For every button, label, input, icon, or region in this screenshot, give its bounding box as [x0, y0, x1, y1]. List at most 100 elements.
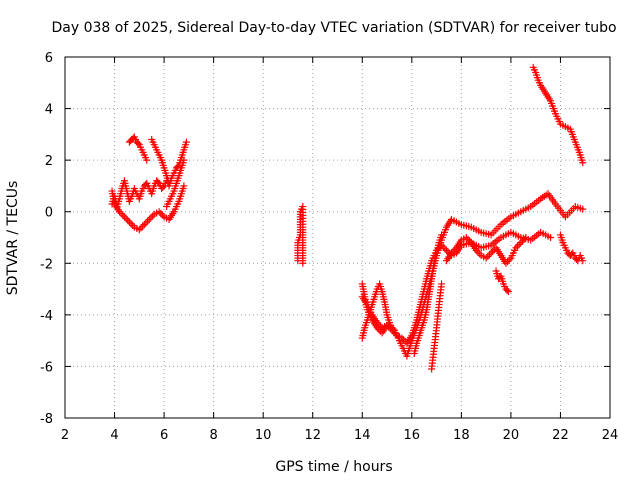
data-point: [487, 249, 495, 257]
y-axis-label: SDTVAR / TECUs: [5, 181, 21, 296]
data-point: [180, 156, 188, 164]
data-point: [579, 205, 587, 213]
data-point: [438, 231, 446, 239]
data-point: [116, 208, 123, 216]
data-point: [174, 163, 182, 171]
x-tick-label: 6: [160, 428, 168, 443]
data-point: [474, 248, 482, 256]
data-point: [390, 328, 398, 336]
x-tick-label: 12: [304, 428, 321, 443]
data-point: [127, 220, 135, 228]
data-point: [299, 259, 307, 267]
data-point: [142, 219, 150, 227]
x-tick-label: 4: [110, 428, 118, 443]
series-track-evening-g: [492, 267, 512, 296]
data-point: [503, 286, 511, 294]
x-tick-label: 24: [602, 428, 619, 443]
series-track-evening-e: [428, 280, 446, 373]
grid: [65, 57, 610, 418]
y-tick-label: -2: [40, 257, 53, 272]
data-point: [514, 242, 522, 250]
data-point: [485, 251, 493, 259]
data-point: [388, 326, 396, 334]
data-point: [157, 209, 165, 217]
data-point: [462, 234, 470, 241]
x-tick-label: 8: [209, 428, 217, 443]
y-tick-label: 2: [45, 154, 53, 169]
data-point: [438, 280, 446, 288]
data-point: [135, 226, 143, 234]
data-point: [464, 235, 472, 243]
data-point: [502, 259, 510, 267]
y-tick-label: 6: [45, 51, 53, 66]
data-point: [451, 246, 459, 254]
data-point: [472, 246, 480, 254]
data-point: [145, 215, 153, 223]
x-axis-label: GPS time / hours: [275, 459, 392, 475]
series-track-morning-c: [125, 133, 151, 164]
data-point: [443, 246, 450, 254]
y-tick-label: -8: [40, 412, 53, 427]
data-point: [383, 321, 391, 329]
x-tick-label: 20: [503, 428, 520, 443]
data-point: [154, 178, 162, 186]
data-point: [505, 256, 513, 264]
data-point: [484, 252, 492, 260]
y-tick-label: -4: [40, 309, 53, 324]
series-track-morning-b: [108, 182, 188, 234]
y-tick-label: -6: [40, 360, 53, 375]
y-tick-label: 0: [45, 206, 53, 221]
data-point: [129, 221, 137, 229]
data-point: [515, 240, 523, 248]
series-track-noon: [294, 203, 307, 267]
data-point: [120, 213, 128, 221]
data-point: [522, 234, 530, 241]
data-point: [155, 208, 163, 216]
series-track-evening-d: [410, 231, 446, 358]
data-point: [447, 249, 455, 257]
data-point: [391, 330, 399, 338]
data-point: [122, 215, 130, 223]
data-point: [165, 179, 173, 187]
data-point: [149, 212, 157, 220]
data-point: [439, 243, 447, 251]
x-tick-label: 10: [255, 428, 272, 443]
plot-frame: [64, 56, 611, 419]
y-tick-label: 4: [45, 103, 53, 118]
series-track-evening-i: [556, 231, 587, 265]
data-point: [182, 138, 190, 146]
x-tick-label: 22: [552, 428, 569, 443]
series-track-evening-f: [443, 234, 530, 267]
series-track-morning-e: [163, 156, 188, 211]
data-point: [579, 257, 587, 265]
data-point: [466, 237, 474, 245]
series-track-morning-d: [148, 136, 173, 187]
data-point: [517, 239, 525, 247]
data-point: [504, 258, 512, 266]
data-point: [520, 235, 528, 243]
data-point: [482, 254, 490, 262]
x-tick-label: 16: [404, 428, 421, 443]
data-point: [125, 218, 133, 226]
chart-title: Day 038 of 2025, Sidereal Day-to-day VTE…: [51, 20, 616, 36]
data-point: [441, 245, 449, 253]
x-tick-label: 14: [354, 428, 371, 443]
x-tick-label: 18: [453, 428, 470, 443]
data-point: [398, 334, 406, 342]
data-point: [547, 234, 555, 241]
data-point: [449, 247, 457, 255]
data-point: [124, 216, 132, 224]
data-point: [180, 182, 188, 190]
data-point: [159, 183, 167, 191]
data-point: [476, 250, 484, 258]
data-point: [144, 217, 152, 225]
data-point: [117, 209, 125, 217]
data-point: [158, 211, 166, 219]
data-point: [140, 221, 148, 229]
series-track-evening-h: [529, 63, 587, 167]
data-point: [147, 214, 155, 222]
data-point: [518, 237, 526, 245]
data-point: [119, 211, 127, 219]
